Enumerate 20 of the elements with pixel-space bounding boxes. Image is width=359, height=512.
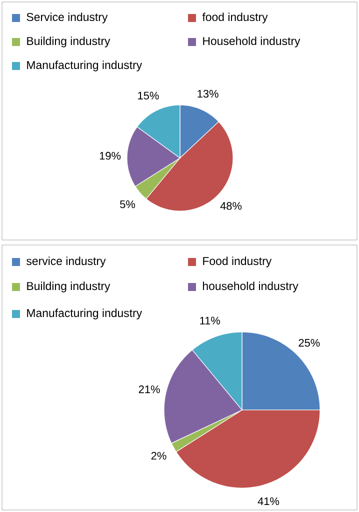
data-label: 21%	[138, 385, 160, 394]
data-label: 19%	[100, 152, 121, 160]
data-label: 2%	[151, 452, 166, 460]
legend-label: Building industry	[27, 36, 110, 48]
legend-label: Building industry	[27, 282, 110, 292]
legend-label: food industry	[202, 12, 268, 24]
legend-label: Household industry	[203, 36, 300, 48]
legend-label: Service industry	[26, 12, 108, 24]
legend-label: Manufacturing industry	[27, 308, 142, 320]
legend-label: household industry	[203, 282, 298, 292]
legend-label: Manufacturing industry	[27, 60, 142, 72]
data-label: 15%	[138, 92, 159, 100]
data-label: 11%	[200, 316, 220, 324]
data-label: 48%	[220, 202, 242, 210]
legend-label: Food industry	[203, 256, 272, 268]
data-label: 13%	[198, 90, 218, 98]
legend-label: service industry	[26, 256, 106, 268]
data-label: 25%	[298, 338, 320, 347]
data-label: 5%	[120, 200, 136, 208]
data-label: 41%	[258, 497, 280, 506]
